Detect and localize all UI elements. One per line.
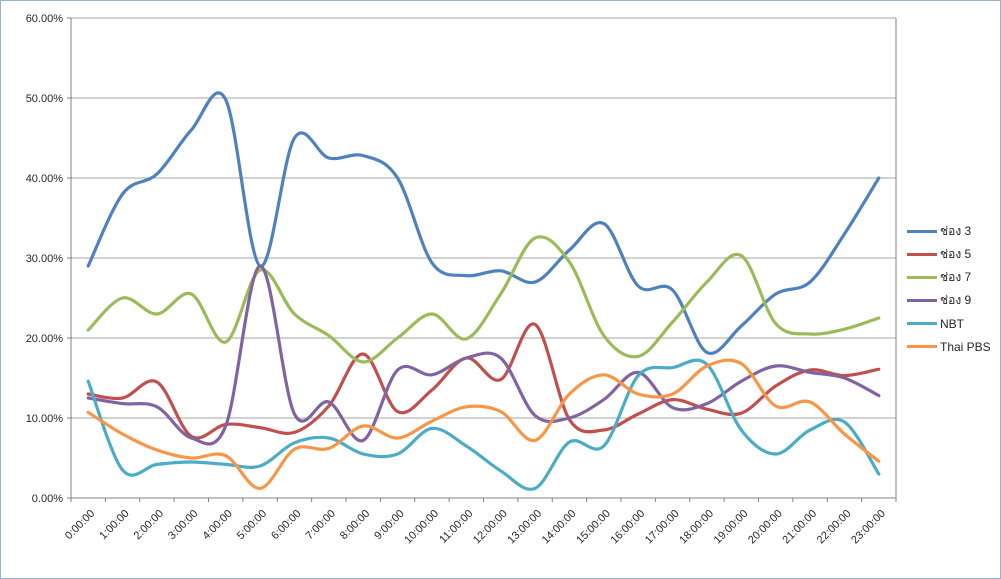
x-tick-label: 17:00:00 (643, 508, 682, 547)
legend-label: ช่อง 3 (940, 224, 972, 238)
x-tick-label: 22:00:00 (815, 508, 854, 547)
legend-item: ช่อง 9 (907, 289, 991, 312)
legend-line-swatch (907, 322, 937, 325)
y-tick-label: 0.00% (32, 493, 63, 505)
legend-line-swatch (907, 276, 937, 279)
legend-item: ช่อง 7 (907, 266, 991, 289)
chart-legend: ช่อง 3 ช่อง 5 ช่อง 7 ช่อง 9 NBT Thai PBS (907, 220, 991, 358)
series-line-ช่อง 9 (86, 264, 881, 446)
series-line-ช่อง 3 (86, 91, 881, 355)
legend-line-swatch (907, 345, 937, 348)
x-tick-label: 4:00:00 (200, 508, 234, 542)
x-tick-label: 7:00:00 (303, 508, 337, 542)
y-tick-label: 40.00% (26, 173, 64, 185)
legend-line-swatch (907, 230, 937, 233)
legend-label: Thai PBS (940, 339, 991, 354)
x-tick-label: 20:00:00 (746, 508, 785, 547)
x-tick-label: 0:00:00 (63, 508, 97, 542)
y-tick-label: 30.00% (26, 253, 64, 265)
x-tick-label: 8:00:00 (338, 508, 372, 542)
x-tick-label: 16:00:00 (609, 508, 648, 547)
legend-label: NBT (940, 316, 964, 331)
x-tick-label: 10:00:00 (402, 508, 441, 547)
series-line-ช่อง 7 (86, 235, 881, 364)
y-tick-label: 50.00% (26, 93, 64, 105)
x-tick-label: 14:00:00 (540, 508, 579, 547)
legend-line-swatch (907, 299, 937, 302)
x-tick-label: 9:00:00 (372, 508, 406, 542)
series-line-NBT (86, 358, 881, 491)
x-tick-label: 2:00:00 (132, 508, 166, 542)
legend-label: ช่อง 9 (940, 293, 972, 307)
y-tick-label: 10.00% (26, 413, 64, 425)
legend-label: ช่อง 7 (940, 270, 972, 284)
x-tick-label: 6:00:00 (269, 508, 303, 542)
x-tick-label: 18:00:00 (677, 508, 716, 547)
x-tick-label: 12:00:00 (471, 508, 510, 547)
x-tick-label: 11:00:00 (437, 508, 475, 546)
x-tick-label: 5:00:00 (235, 508, 269, 542)
legend-line-swatch (907, 253, 937, 256)
legend-item: ช่อง 5 (907, 243, 991, 266)
x-tick-label: 23:00:00 (849, 508, 888, 547)
x-tick-label: 21:00:00 (780, 508, 819, 547)
legend-item: Thai PBS (907, 335, 991, 358)
x-tick-label: 1:00:00 (97, 508, 131, 542)
x-tick-label: 13:00:00 (505, 508, 544, 547)
x-tick-label: 3:00:00 (166, 508, 200, 542)
x-tick-label: 15:00:00 (574, 508, 613, 547)
legend-label: ช่อง 5 (940, 247, 972, 261)
series-line-ช่อง 5 (86, 322, 881, 440)
series-line-Thai PBS (86, 358, 881, 490)
legend-item: NBT (907, 312, 991, 335)
x-tick-label: 19:00:00 (712, 508, 751, 547)
y-tick-label: 60.00% (26, 13, 64, 25)
y-tick-label: 20.00% (26, 333, 64, 345)
legend-item: ช่อง 3 (907, 220, 991, 243)
